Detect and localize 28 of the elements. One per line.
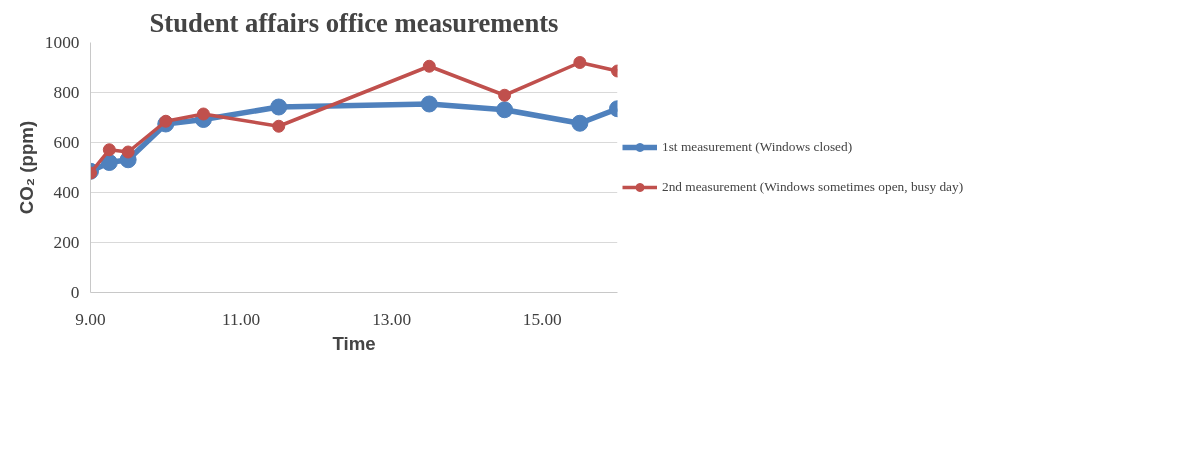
y-tick-label: 800 <box>53 83 80 102</box>
point <box>270 98 288 116</box>
y-axis-title: CO₂ (ppm) <box>15 120 37 215</box>
point <box>573 56 587 69</box>
x-tick-label: 13.00 <box>372 309 412 329</box>
x-axis-title: Time <box>332 332 376 354</box>
chart-title: Student affairs office measurements <box>149 7 559 38</box>
point <box>496 101 514 119</box>
point <box>102 143 116 157</box>
point <box>121 145 135 159</box>
y-tick-label: 0 <box>70 283 80 302</box>
legend-label: 1st measurement (Windows closed) <box>662 139 853 155</box>
y-tick-label: 400 <box>53 183 80 202</box>
x-tick-label: 15.00 <box>522 309 562 329</box>
point <box>422 59 436 73</box>
point <box>420 95 438 113</box>
point <box>100 154 118 171</box>
y-tick-label: 1000 <box>44 33 80 52</box>
y-tick-label: 600 <box>53 133 80 152</box>
point <box>571 114 589 132</box>
point <box>498 88 512 102</box>
point <box>196 107 210 121</box>
point <box>272 119 286 133</box>
x-tick-label: 11.00 <box>221 309 261 329</box>
point <box>159 114 173 128</box>
y-tick-label: 200 <box>53 233 80 252</box>
x-tick-label: 9.00 <box>75 309 106 329</box>
legend-label: 2nd measurement (Windows sometimes open, busy day) <box>662 179 964 195</box>
